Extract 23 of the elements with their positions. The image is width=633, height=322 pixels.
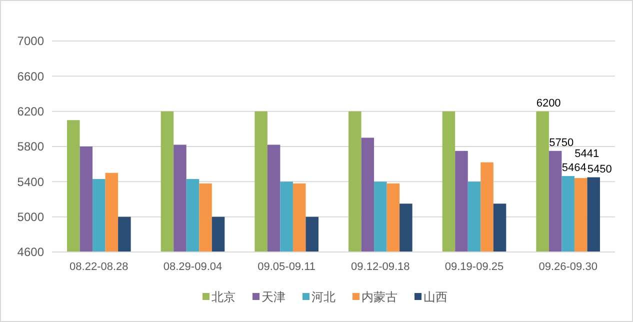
data-label: 5750 [549,136,574,149]
x-tick-label: 08.29-09.04 [163,261,222,273]
y-tick-label: 5000 [17,210,44,224]
y-tick-label: 7000 [17,34,44,48]
x-tick-label: 09.19-09.25 [444,261,504,273]
legend-label: 山西 [424,290,448,304]
y-tick-label: 5800 [17,140,44,154]
legend-label: 天津 [262,290,286,304]
y-tick-label: 5400 [17,174,44,189]
legend-label: 内蒙古 [362,290,398,304]
legend-label: 北京 [212,290,236,304]
data-label: 5441 [574,148,600,160]
x-tick-label: 08.22-08.28 [70,261,128,273]
legend-label: 河北 [312,290,336,304]
x-tick-label: 09.05-09.11 [258,261,316,273]
x-tick-label: 09.12-09.18 [351,261,410,273]
y-tick-label: 4600 [17,245,44,260]
data-label: 6200 [536,97,561,110]
data-label: 5450 [587,163,612,176]
x-tick-label: 09.26-09.30 [538,261,598,273]
data-label: 5464 [562,162,586,174]
y-tick-label: 6200 [17,104,44,119]
y-tick-label: 6600 [17,69,44,84]
